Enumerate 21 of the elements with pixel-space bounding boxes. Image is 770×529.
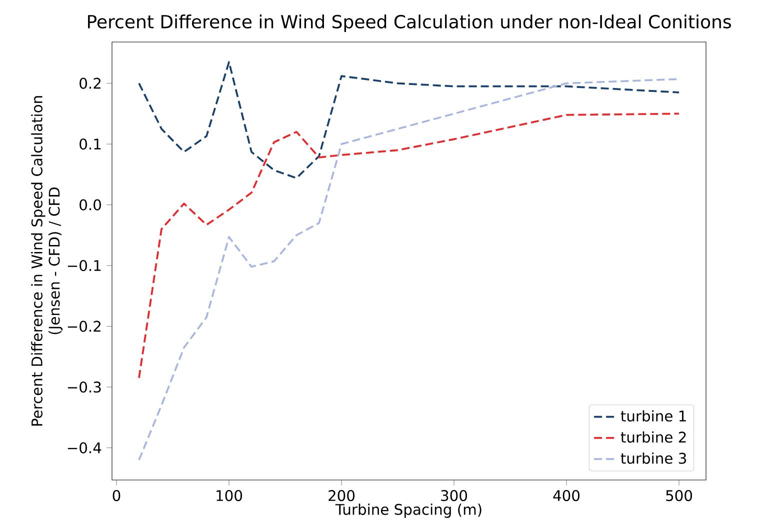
x-tick-label: 500 — [666, 490, 692, 502]
y-tick-label: 0.2 — [80, 78, 100, 89]
y-tick-label: −0.3 — [68, 382, 101, 393]
line-series — [138, 61, 680, 180]
x-tick-label: 100 — [216, 490, 242, 502]
y-tick-label: −0.1 — [68, 260, 101, 272]
x-tick-label: 200 — [328, 490, 355, 502]
legend-label: turbine 2 — [620, 431, 686, 443]
y-tick-label: 0.1 — [80, 138, 101, 150]
x-tick-label: 300 — [441, 490, 468, 502]
y-tick-label: −0.4 — [68, 442, 102, 454]
legend-label: turbine 1 — [620, 410, 686, 422]
y-tick-label: 0.0 — [80, 199, 101, 210]
x-tick-label: 400 — [553, 490, 580, 502]
line-series — [138, 112, 680, 379]
y-axis-title: Percent Difference in Wind Speed Calculation (Jensen - CFD) / CFD — [31, 96, 63, 426]
x-axis-title: Turbine Spacing (m) — [335, 504, 482, 518]
legend-label: turbine 3 — [620, 452, 686, 464]
y-tick-label: −0.2 — [68, 320, 100, 332]
chart-title: Percent Difference in Wind Speed Calculation under non-Ideal Conitions — [88, 14, 731, 32]
x-tick-label: 0 — [112, 490, 120, 502]
